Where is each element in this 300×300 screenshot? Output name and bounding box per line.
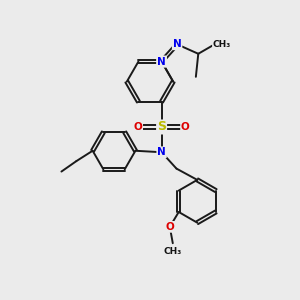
Text: O: O <box>181 122 190 132</box>
Text: N: N <box>157 57 166 67</box>
Text: O: O <box>134 122 142 132</box>
Text: N: N <box>157 147 166 157</box>
Text: CH₃: CH₃ <box>213 40 231 49</box>
Text: CH₃: CH₃ <box>164 247 182 256</box>
Text: O: O <box>165 222 174 232</box>
Text: N: N <box>157 57 166 67</box>
Text: N: N <box>173 39 182 49</box>
Text: S: S <box>157 121 166 134</box>
